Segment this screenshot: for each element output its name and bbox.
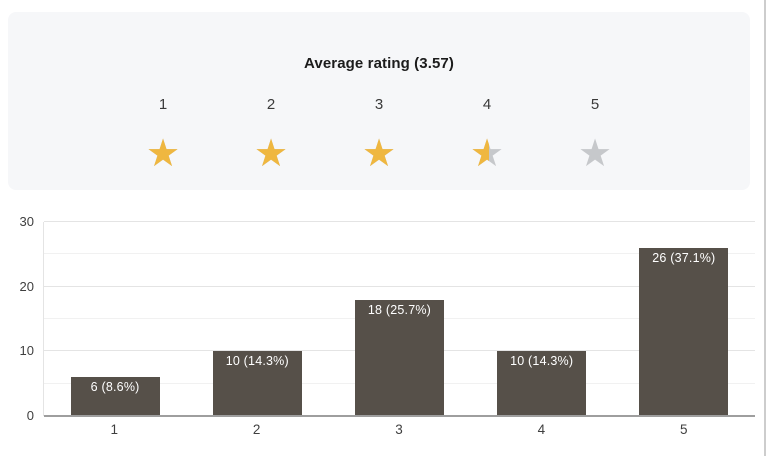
star-icon: ★★	[253, 133, 289, 175]
star-cell: ★★	[325, 134, 433, 176]
star-icon: ★★	[361, 133, 397, 175]
x-axis-baseline	[44, 415, 755, 417]
average-rating-title: Average rating (3.57)	[304, 55, 454, 72]
bar-value-label: 26 (37.1%)	[652, 251, 716, 265]
star-fill-overlay: ★	[469, 135, 490, 175]
y-axis-tick-label: 0	[26, 408, 34, 423]
star-fill-overlay: ★	[361, 135, 397, 175]
star-fill-overlay: ★	[145, 135, 181, 175]
y-axis-tick-label: 20	[19, 278, 34, 294]
star-icon: ★★	[145, 133, 181, 175]
window-edge-divider	[764, 0, 766, 456]
bar-value-label: 18 (25.7%)	[367, 303, 432, 317]
y-axis-tick-label: 30	[19, 214, 34, 229]
star-cell: ★★	[109, 134, 217, 176]
star-fill-overlay: ★	[253, 135, 289, 175]
bar-slot: 10 (14.3%)	[471, 351, 613, 416]
x-axis-tick-label: 2	[252, 422, 261, 437]
bar[interactable]: 10 (14.3%)	[497, 351, 587, 416]
bar-value-label: 10 (14.3%)	[225, 354, 289, 368]
gridline-major	[44, 285, 755, 287]
rating-level-label: 5	[590, 96, 600, 113]
bars-container: 6 (8.6%) 10 (14.3%) 18 (25.7%) 10 (14.3%) 26…	[44, 222, 755, 416]
bar[interactable]: 18 (25.7%)	[354, 300, 444, 416]
gridline-minor	[44, 253, 755, 255]
star-cell: ★★	[433, 134, 541, 176]
rating-level-label: 4	[482, 96, 492, 113]
bar-slot: 6 (8.6%)	[44, 377, 186, 416]
x-axis-tick-label: 4	[537, 422, 546, 437]
star-cell: ★★	[217, 134, 325, 176]
star-icon: ★★	[469, 133, 505, 175]
rating-level-label: 3	[374, 96, 384, 113]
rating-level-label: 1	[158, 96, 168, 113]
bar-value-label: 6 (8.6%)	[90, 380, 140, 394]
rating-stars-row: ★★★★★★★★★★	[109, 134, 649, 176]
bar[interactable]: 10 (14.3%)	[212, 351, 302, 416]
gridline-major	[44, 221, 755, 222]
y-axis-tick-label: 10	[19, 343, 34, 359]
bar-slot: 26 (37.1%)	[613, 248, 755, 416]
rating-level-label: 2	[266, 96, 276, 113]
bar-value-label: 10 (14.3%)	[510, 354, 574, 368]
chart-plot-area: 6 (8.6%) 10 (14.3%) 18 (25.7%) 10 (14.3%) 26…	[43, 221, 755, 417]
x-axis-tick-label: 3	[395, 422, 403, 437]
bar-slot: 18 (25.7%)	[328, 300, 470, 416]
x-axis-tick-label: 5	[680, 422, 688, 437]
rating-distribution-chart: 6 (8.6%) 10 (14.3%) 18 (25.7%) 10 (14.3%) 26…	[0, 200, 768, 456]
star-icon: ★★	[577, 133, 613, 175]
bar[interactable]: 6 (8.6%)	[70, 377, 160, 416]
x-axis-tick-label: 1	[110, 422, 118, 437]
bar[interactable]: 26 (37.1%)	[639, 248, 729, 416]
rating-levels-row: 1 2 3 4 5	[109, 96, 649, 113]
bar-slot: 10 (14.3%)	[186, 351, 328, 416]
star-cell: ★★	[541, 134, 649, 176]
chart-x-axis: 1 2 3 4 5	[43, 422, 755, 437]
